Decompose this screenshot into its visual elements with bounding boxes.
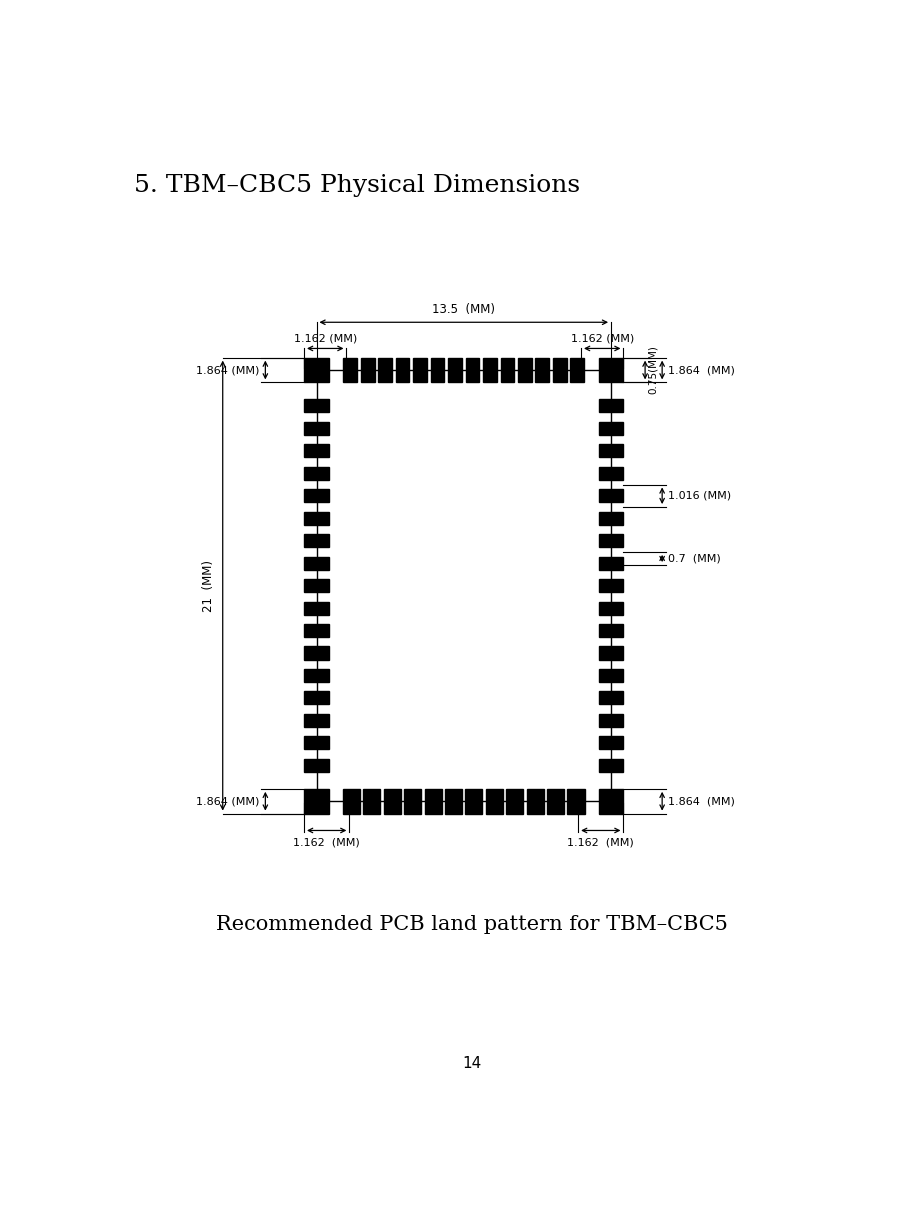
Text: 21  (MM): 21 (MM) [202, 559, 215, 612]
Text: 1.162 (MM): 1.162 (MM) [293, 334, 357, 344]
Bar [598, 535, 623, 547]
Text: 14: 14 [461, 1056, 481, 1070]
Bar [304, 736, 329, 750]
Bar [598, 646, 623, 660]
Bar [304, 758, 329, 772]
Text: 1.162  (MM): 1.162 (MM) [567, 837, 633, 848]
Text: 1.864 (MM): 1.864 (MM) [196, 365, 259, 375]
Bar [304, 714, 329, 726]
Bar [465, 789, 482, 814]
Bar [304, 358, 329, 382]
Bar [485, 789, 503, 814]
Text: 1.864  (MM): 1.864 (MM) [667, 365, 734, 375]
Bar [598, 758, 623, 772]
Bar [598, 422, 623, 435]
Bar [430, 358, 444, 382]
Bar [378, 358, 391, 382]
Text: Recommended PCB land pattern for TBM–CBC5: Recommended PCB land pattern for TBM–CBC… [215, 914, 727, 934]
Bar [598, 444, 623, 457]
Bar [383, 789, 401, 814]
Bar [598, 669, 623, 682]
Bar [304, 399, 329, 413]
Bar [598, 692, 623, 704]
Bar [304, 669, 329, 682]
Bar [598, 489, 623, 503]
Bar [482, 358, 496, 382]
Bar [403, 789, 421, 814]
Bar [304, 579, 329, 592]
Bar [535, 358, 549, 382]
Bar [304, 624, 329, 637]
Text: 5. TBM–CBC5 Physical Dimensions: 5. TBM–CBC5 Physical Dimensions [134, 173, 580, 197]
Bar [598, 714, 623, 726]
Bar [517, 358, 531, 382]
Bar [598, 511, 623, 525]
Bar [526, 789, 543, 814]
Text: 0.7  (MM): 0.7 (MM) [667, 553, 720, 563]
Bar [304, 511, 329, 525]
Bar [567, 789, 584, 814]
Bar [304, 444, 329, 457]
Bar [465, 358, 479, 382]
Bar [304, 789, 329, 814]
Bar [598, 736, 623, 750]
Bar [598, 557, 623, 570]
Bar [598, 579, 623, 592]
Bar [425, 789, 441, 814]
Bar [304, 489, 329, 503]
Bar [552, 358, 566, 382]
Text: 1.864  (MM): 1.864 (MM) [667, 796, 734, 806]
Bar [448, 358, 461, 382]
Bar [304, 692, 329, 704]
Text: 13.5  (MM): 13.5 (MM) [432, 304, 494, 316]
Bar [570, 358, 584, 382]
Bar [598, 601, 623, 614]
Text: 1.864 (MM): 1.864 (MM) [196, 796, 259, 806]
Bar [304, 422, 329, 435]
Bar [304, 467, 329, 479]
Bar [547, 789, 563, 814]
Bar [413, 358, 426, 382]
Text: 1.162 (MM): 1.162 (MM) [570, 334, 633, 344]
Bar [343, 789, 359, 814]
Bar [445, 789, 461, 814]
Bar [304, 557, 329, 570]
Bar [304, 646, 329, 660]
Bar [505, 789, 523, 814]
Bar [598, 399, 623, 413]
Text: 1.162  (MM): 1.162 (MM) [293, 837, 359, 848]
Bar [598, 358, 623, 382]
Bar [343, 358, 357, 382]
Bar [598, 624, 623, 637]
Bar [363, 789, 380, 814]
Bar [500, 358, 514, 382]
Bar [304, 535, 329, 547]
Text: 0.75(MM): 0.75(MM) [648, 345, 657, 395]
Bar [304, 601, 329, 614]
Bar [395, 358, 409, 382]
Bar [360, 358, 374, 382]
Bar [598, 789, 623, 814]
Bar [598, 467, 623, 479]
Text: 1.016 (MM): 1.016 (MM) [667, 490, 731, 500]
